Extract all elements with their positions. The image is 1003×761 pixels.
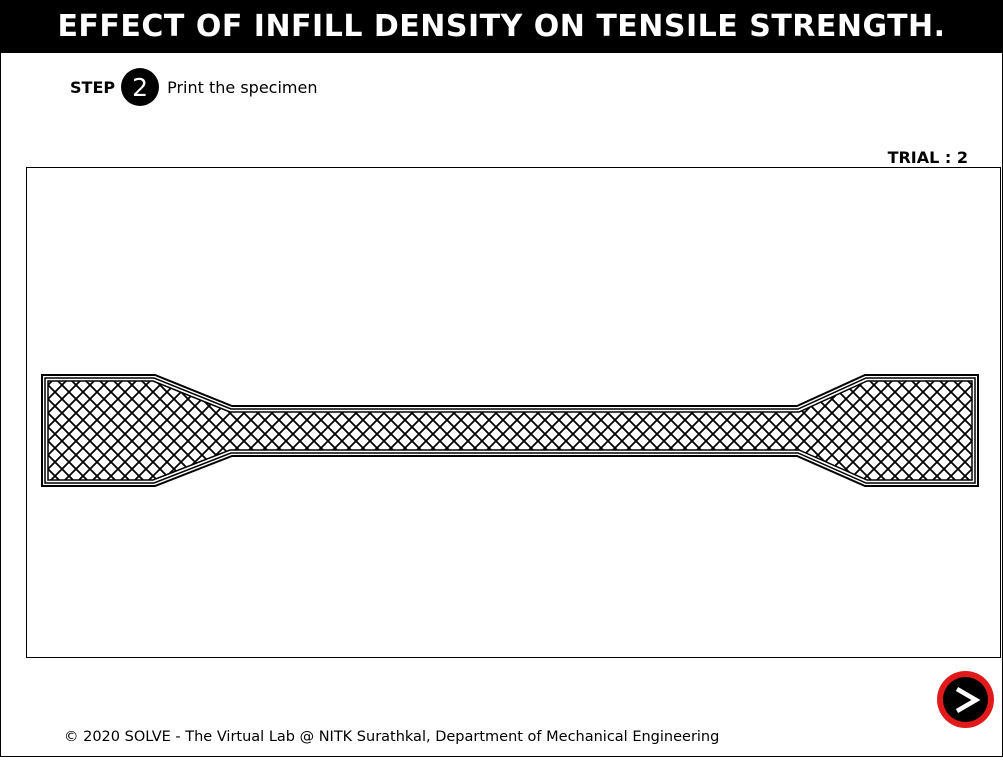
specimen-perimeter-inner-2 [47,380,973,481]
trial-counter: TRIAL : 2 [887,148,968,167]
step-indicator: STEP 2 Print the specimen [70,68,318,106]
specimen-drawing [41,374,979,487]
chevron-right-icon [955,686,980,713]
page-title: EFFECT OF INFILL DENSITY ON TENSILE STRE… [0,0,1003,53]
next-button-face[interactable] [943,677,988,722]
step-instruction: Print the specimen [167,77,318,97]
specimen-perimeter-inner-1 [44,377,976,484]
next-button[interactable] [937,671,994,728]
footer-copyright: © 2020 SOLVE - The Virtual Lab @ NITK Su… [64,729,720,745]
specimen-outline [41,374,979,487]
step-label: STEP [70,77,116,97]
specimen-canvas [26,167,1001,658]
step-number-badge: 2 [121,68,160,106]
